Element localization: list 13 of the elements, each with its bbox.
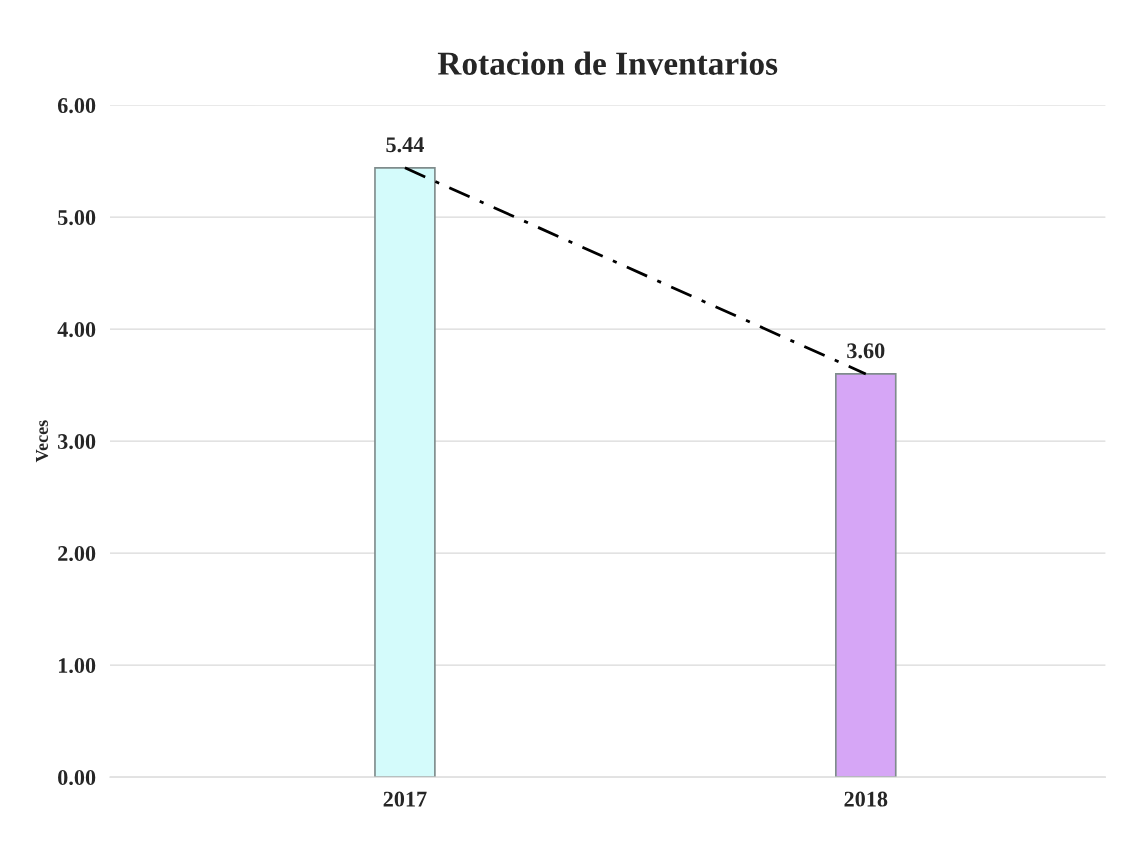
y-tick-label: 5.00 [58, 210, 96, 226]
x-tick-label: 2017 [383, 791, 427, 807]
x-tick-label: 2018 [844, 791, 888, 807]
y-tick-label: 1.00 [58, 658, 96, 674]
y-tick-label: 0.00 [58, 770, 96, 786]
data-label: 5.44 [386, 137, 424, 153]
y-tick-label: 4.00 [57, 322, 96, 338]
chart-title: Rotacion de Inventarios [437, 51, 778, 75]
data-label: 3.60 [847, 343, 885, 359]
y-tick-label: 6.00 [57, 98, 96, 114]
y-tick-label: 2.00 [58, 546, 96, 562]
y-axis-title: Veces [35, 420, 49, 463]
y-tick-label: 3.00 [58, 434, 96, 450]
